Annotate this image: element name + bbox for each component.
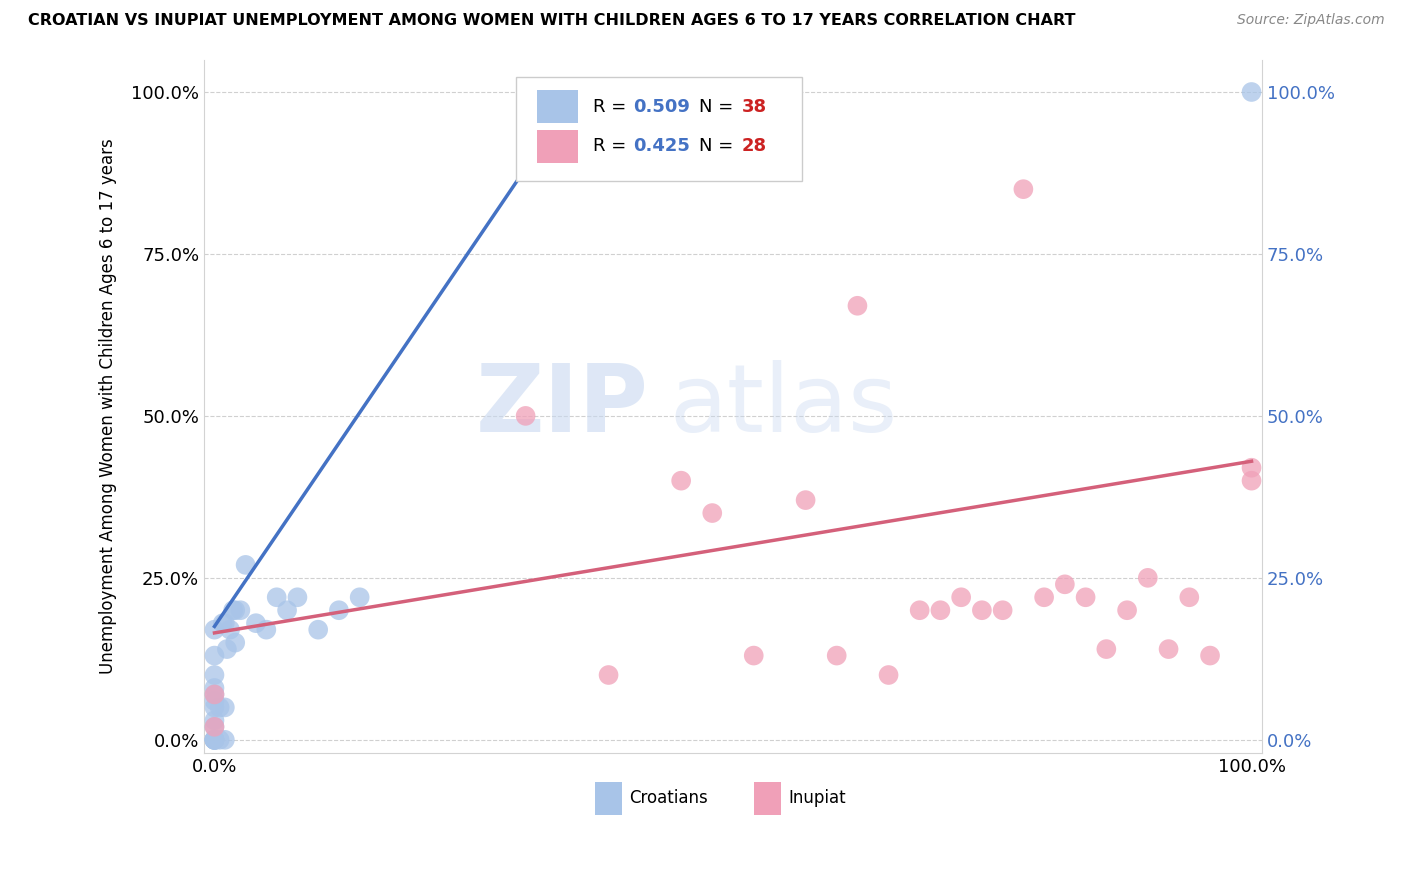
Point [224, 635, 246, 649]
Point [991, 603, 1014, 617]
Point [204, 688, 226, 702]
Point [211, 616, 233, 631]
Point [1012, 182, 1035, 196]
Point [204, 694, 226, 708]
Point [204, 720, 226, 734]
Point [204, 688, 226, 702]
Point [1240, 85, 1263, 99]
Point [877, 668, 900, 682]
Point [287, 591, 309, 605]
Text: R =: R = [593, 137, 633, 155]
Point [1157, 642, 1180, 657]
Point [219, 623, 242, 637]
Point [266, 591, 288, 605]
Point [214, 732, 236, 747]
Point [276, 603, 298, 617]
Text: 0.425: 0.425 [634, 137, 690, 155]
Text: 38: 38 [741, 98, 766, 116]
Point [794, 493, 817, 508]
Point [702, 506, 724, 520]
Point [229, 603, 252, 617]
Point [224, 603, 246, 617]
Point [204, 732, 226, 747]
Point [215, 642, 238, 657]
Point [950, 591, 973, 605]
Text: Source: ZipAtlas.com: Source: ZipAtlas.com [1237, 13, 1385, 28]
Point [1240, 460, 1263, 475]
Point [598, 668, 620, 682]
Point [222, 603, 245, 617]
Point [204, 732, 226, 747]
Point [245, 616, 267, 631]
Bar [754, 782, 780, 815]
Point [204, 700, 226, 714]
Text: 0.509: 0.509 [634, 98, 690, 116]
Text: 28: 28 [741, 137, 766, 155]
Point [1095, 642, 1118, 657]
Point [208, 700, 231, 714]
Point [204, 668, 226, 682]
Point [349, 591, 371, 605]
Point [204, 720, 226, 734]
Text: ZIP: ZIP [475, 360, 648, 452]
Point [1136, 571, 1159, 585]
Point [204, 732, 226, 747]
Point [1074, 591, 1097, 605]
Y-axis label: Unemployment Among Women with Children Ages 6 to 17 years: Unemployment Among Women with Children A… [100, 138, 117, 674]
Point [1116, 603, 1139, 617]
Point [1033, 591, 1056, 605]
Point [204, 623, 226, 637]
Point [204, 732, 226, 747]
Point [846, 299, 869, 313]
Point [204, 714, 226, 728]
Text: atlas: atlas [669, 360, 898, 452]
Point [1240, 474, 1263, 488]
Point [214, 700, 236, 714]
Point [208, 732, 231, 747]
Bar [596, 782, 621, 815]
FancyBboxPatch shape [516, 77, 801, 181]
Point [204, 648, 226, 663]
Point [204, 732, 226, 747]
Point [970, 603, 993, 617]
Point [307, 623, 329, 637]
Bar [537, 90, 578, 123]
Point [742, 648, 765, 663]
Text: N =: N = [699, 98, 740, 116]
Point [825, 648, 848, 663]
Point [669, 474, 692, 488]
Point [1199, 648, 1222, 663]
Text: N =: N = [699, 137, 740, 155]
Text: R =: R = [593, 98, 633, 116]
Point [214, 616, 236, 631]
Point [908, 603, 931, 617]
Text: CROATIAN VS INUPIAT UNEMPLOYMENT AMONG WOMEN WITH CHILDREN AGES 6 TO 17 YEARS CO: CROATIAN VS INUPIAT UNEMPLOYMENT AMONG W… [28, 13, 1076, 29]
Text: Inupiat: Inupiat [787, 789, 845, 807]
Point [567, 85, 589, 99]
Point [1053, 577, 1076, 591]
Point [235, 558, 257, 572]
Point [515, 409, 537, 423]
Text: Croatians: Croatians [630, 789, 709, 807]
Point [204, 732, 226, 747]
Point [204, 681, 226, 695]
Point [254, 623, 277, 637]
Bar [537, 129, 578, 163]
Point [929, 603, 952, 617]
Point [1178, 591, 1201, 605]
Point [328, 603, 350, 617]
